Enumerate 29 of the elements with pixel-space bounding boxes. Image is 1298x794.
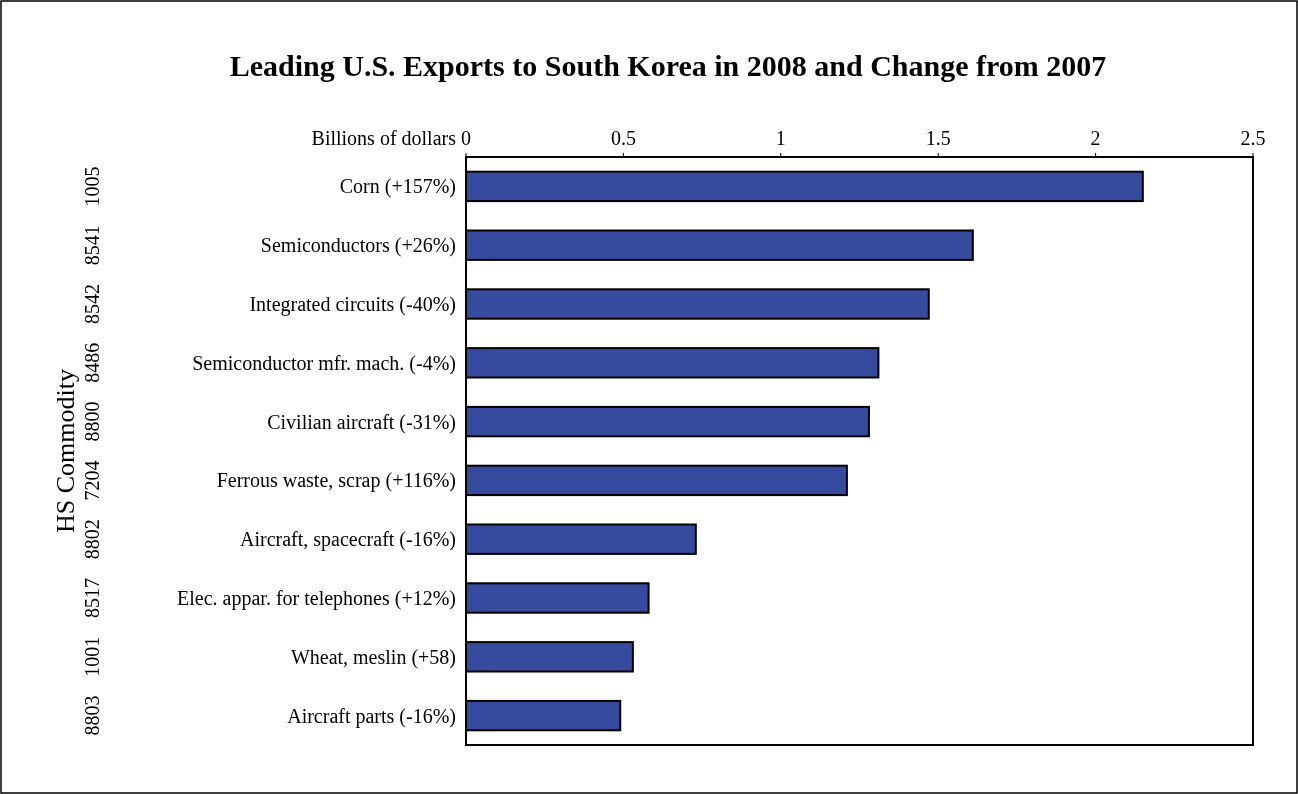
y2-tick-label: 8542 bbox=[81, 284, 103, 324]
x-tick-label: 1 bbox=[775, 127, 786, 149]
y-tick-label: Semiconductors (+26%) bbox=[260, 234, 456, 258]
y-tick-label: Civilian aircraft (-31%) bbox=[267, 410, 456, 434]
y-tick-label: Wheat, meslin (+58) bbox=[290, 645, 456, 669]
x-tick-label: 2 bbox=[1090, 127, 1101, 149]
y-tick-label: Aircraft parts (-16%) bbox=[287, 704, 456, 728]
x-tick-label: 0 bbox=[461, 127, 471, 149]
x-tick-label: 1.5 bbox=[925, 127, 951, 149]
y-tick-label: Semiconductor mfr. mach. (-4%) bbox=[192, 351, 456, 375]
x-tick-label: 0.5 bbox=[610, 127, 636, 149]
y2-tick-label: 8541 bbox=[81, 225, 103, 266]
y2-tick-label: 7204 bbox=[81, 460, 103, 501]
chart-title: Leading U.S. Exports to South Korea in 2008 and Change from 2007 bbox=[229, 49, 1107, 82]
y-tick-label: Integrated circuits (-40%) bbox=[249, 293, 456, 316]
y-tick-label: Elec. appar. for telephones (+12%) bbox=[177, 587, 456, 610]
y2-tick-label: 1001 bbox=[81, 636, 103, 677]
y2-tick-label: 8517 bbox=[81, 578, 103, 618]
y-tick-label: Corn (+157%) bbox=[339, 175, 456, 199]
x-tick-label: 2.5 bbox=[1240, 127, 1266, 149]
y-axis-title: HS Commodity bbox=[50, 369, 80, 533]
y2-tick-label: 8803 bbox=[81, 695, 103, 736]
y2-tick-label: 8800 bbox=[81, 401, 103, 442]
y-tick-label: Ferrous waste, scrap (+116%) bbox=[216, 469, 456, 493]
y-tick-label: Aircraft, spacecraft (-16%) bbox=[240, 528, 456, 552]
x-axis-title: Billions of dollars bbox=[311, 127, 457, 149]
y2-tick-label: 1005 bbox=[81, 166, 103, 207]
y2-tick-label: 8486 bbox=[81, 342, 103, 383]
y2-tick-label: 8802 bbox=[81, 519, 103, 560]
